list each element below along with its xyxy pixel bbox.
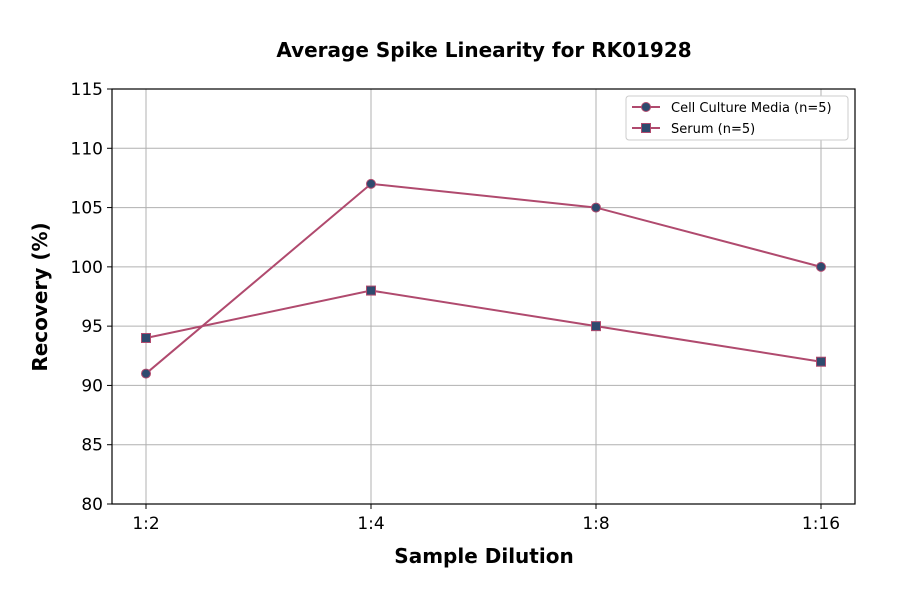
- series-line: [145, 182, 822, 375]
- data-point: [591, 202, 601, 213]
- y-tick-label: 110: [71, 139, 103, 159]
- y-tick-label: 105: [71, 199, 103, 219]
- y-axis-label: Recovery (%): [28, 222, 52, 371]
- chart-title: Average Spike Linearity for RK01928: [276, 38, 691, 62]
- y-tick-label: 85: [81, 436, 103, 456]
- data-point: [816, 356, 826, 367]
- x-tick-label: 1:16: [802, 514, 840, 534]
- x-axis-label: Sample Dilution: [394, 544, 573, 568]
- series-line: [145, 289, 822, 363]
- data-point: [591, 321, 601, 332]
- y-tick-label: 90: [81, 376, 103, 396]
- plot-frame: [111, 88, 856, 505]
- legend-marker: [641, 102, 651, 112]
- data-point: [816, 261, 826, 272]
- legend: Cell Culture Media (n=5) Serum (n=5): [625, 95, 849, 141]
- y-tick-label: 80: [81, 495, 103, 515]
- data-point: [141, 368, 151, 379]
- legend-label: Serum (n=5): [671, 122, 755, 137]
- y-tick-label: 115: [71, 80, 103, 100]
- legend-box: [625, 95, 849, 141]
- x-tick-label: 1:4: [357, 514, 384, 534]
- data-point: [366, 285, 376, 296]
- legend-marker: [641, 123, 651, 133]
- data-point: [366, 178, 376, 189]
- legend-label: Cell Culture Media (n=5): [671, 101, 832, 116]
- y-tick-label: 95: [81, 317, 103, 337]
- x-tick-label: 1:2: [132, 514, 159, 534]
- x-tick-label: 1:8: [582, 514, 609, 534]
- y-tick-label: 100: [71, 258, 103, 278]
- data-point: [141, 333, 151, 343]
